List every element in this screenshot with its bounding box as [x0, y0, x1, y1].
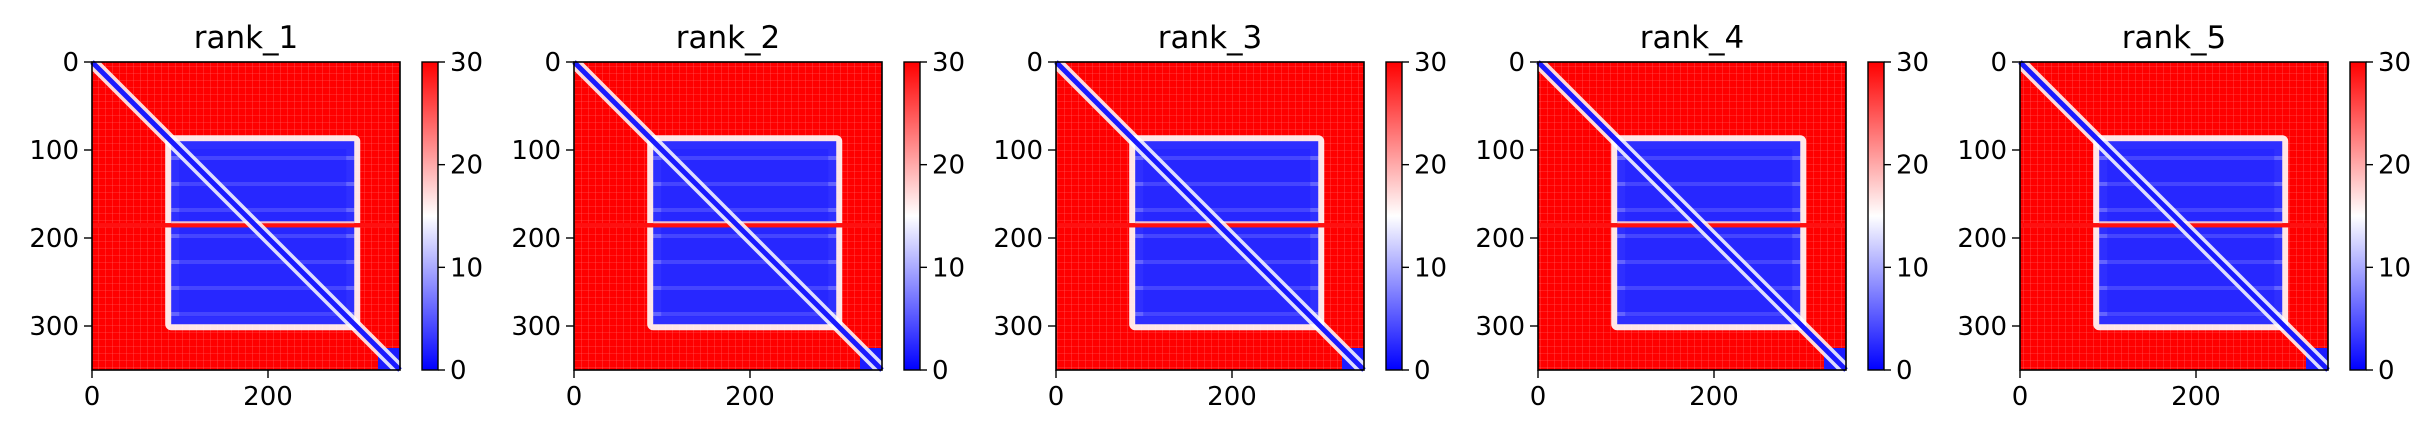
x-tick-label: 0 — [1048, 382, 1065, 412]
y-tick-label: 300 — [993, 312, 1043, 342]
colorbar — [1385, 61, 1403, 371]
colorbar-tick-label: 30 — [1414, 48, 1447, 78]
y-tick-label: 200 — [511, 224, 561, 254]
high-error-stripe — [1538, 223, 1846, 228]
colorbar-tick-label: 10 — [932, 253, 965, 283]
y-tick-label: 300 — [1475, 312, 1525, 342]
x-tick-label: 200 — [725, 382, 775, 412]
heatmap-image — [1051, 57, 1369, 375]
high-error-stripe — [92, 223, 400, 228]
colorbar-tick-label: 20 — [932, 151, 965, 181]
colorbar-tick-label: 0 — [1414, 356, 1431, 386]
colorbar-tick-label: 0 — [450, 356, 467, 386]
heatmap-panel-2: rank_2 0 200 0 100 200 300 0 10 20 30 — [511, 20, 965, 412]
x-tick-label: 0 — [1530, 382, 1547, 412]
heatmap-image — [569, 57, 887, 375]
y-tick-label: 300 — [1957, 312, 2007, 342]
panel-title: rank_1 — [194, 20, 299, 56]
high-error-stripe — [2020, 223, 2328, 228]
panel-title: rank_4 — [1640, 20, 1745, 56]
panel-title: rank_3 — [1158, 20, 1263, 56]
y-tick-label: 200 — [29, 224, 79, 254]
stripe-edge — [171, 221, 355, 224]
colorbar-tick-label: 30 — [932, 48, 965, 78]
colorbar-tick-label: 10 — [1414, 253, 1447, 283]
diagonal — [1054, 60, 1366, 372]
stripe-edge — [1135, 221, 1319, 224]
axes-frame — [2019, 61, 2329, 371]
colorbar-tick-label: 20 — [1896, 151, 1929, 181]
heatmap-panel-3: rank_3 0 200 0 100 200 300 0 10 20 30 — [993, 20, 1447, 412]
x-tick-label: 200 — [243, 382, 293, 412]
y-tick-label: 0 — [544, 48, 561, 78]
panel-title: rank_5 — [2122, 20, 2227, 56]
heatmap-panel-4: rank_4 0 200 0 100 200 300 0 10 20 30 — [1475, 20, 1929, 412]
colorbar-tick-label: 30 — [1896, 48, 1929, 78]
y-tick-label: 100 — [1957, 136, 2007, 166]
x-tick-label: 200 — [1689, 382, 1739, 412]
y-tick-label: 300 — [29, 312, 79, 342]
colorbar — [1867, 61, 1885, 371]
x-tick-label: 200 — [2171, 382, 2221, 412]
colorbar-tick-label: 10 — [1896, 253, 1929, 283]
heatmap-image — [2015, 57, 2333, 375]
colorbar-tick-label: 30 — [450, 48, 483, 78]
y-tick-label: 100 — [511, 136, 561, 166]
colorbar — [421, 61, 439, 371]
axes-frame — [1537, 61, 1847, 371]
axes-frame — [91, 61, 401, 371]
y-tick-label: 100 — [29, 136, 79, 166]
diagonal — [1536, 60, 1848, 372]
stripe-edge — [1617, 221, 1801, 224]
colorbar-tick-label: 0 — [2378, 356, 2395, 386]
colorbar-tick-label: 20 — [2378, 151, 2411, 181]
diagonal — [90, 60, 402, 372]
colorbar — [903, 61, 921, 371]
colorbar-tick-label: 0 — [1896, 356, 1913, 386]
y-tick-label: 200 — [1957, 224, 2007, 254]
colorbar-tick-label: 10 — [450, 253, 483, 283]
y-tick-label: 0 — [1990, 48, 2007, 78]
diagonal — [2018, 60, 2330, 372]
y-tick-label: 200 — [993, 224, 1043, 254]
heatmap-panel-5: rank_5 0 200 0 100 200 300 0 10 20 30 — [1957, 20, 2411, 412]
stripe-edge — [2099, 221, 2283, 224]
diagonal — [572, 60, 884, 372]
y-tick-label: 300 — [511, 312, 561, 342]
x-tick-label: 0 — [2012, 382, 2029, 412]
colorbar-tick-label: 0 — [932, 356, 949, 386]
stripe-edge — [653, 221, 837, 224]
high-error-stripe — [1056, 223, 1364, 228]
y-tick-label: 0 — [1026, 48, 1043, 78]
colorbar — [2349, 61, 2367, 371]
y-tick-label: 100 — [1475, 136, 1525, 166]
y-tick-label: 200 — [1475, 224, 1525, 254]
heatmap-image — [1533, 57, 1851, 375]
heatmap-image — [87, 57, 405, 375]
y-tick-label: 100 — [993, 136, 1043, 166]
high-error-stripe — [574, 223, 882, 228]
colorbar-tick-label: 30 — [2378, 48, 2411, 78]
colorbar-tick-label: 20 — [450, 151, 483, 181]
x-tick-label: 0 — [566, 382, 583, 412]
x-tick-label: 0 — [84, 382, 101, 412]
panel-title: rank_2 — [676, 20, 781, 56]
axes-frame — [1055, 61, 1365, 371]
axes-frame — [573, 61, 883, 371]
colorbar-tick-label: 10 — [2378, 253, 2411, 283]
colorbar-tick-label: 20 — [1414, 151, 1447, 181]
y-tick-label: 0 — [62, 48, 79, 78]
heatmap-panel-1: rank_1 0 200 0 100 200 300 0 10 20 30 — [29, 20, 483, 412]
x-tick-label: 200 — [1207, 382, 1257, 412]
y-tick-label: 0 — [1508, 48, 1525, 78]
